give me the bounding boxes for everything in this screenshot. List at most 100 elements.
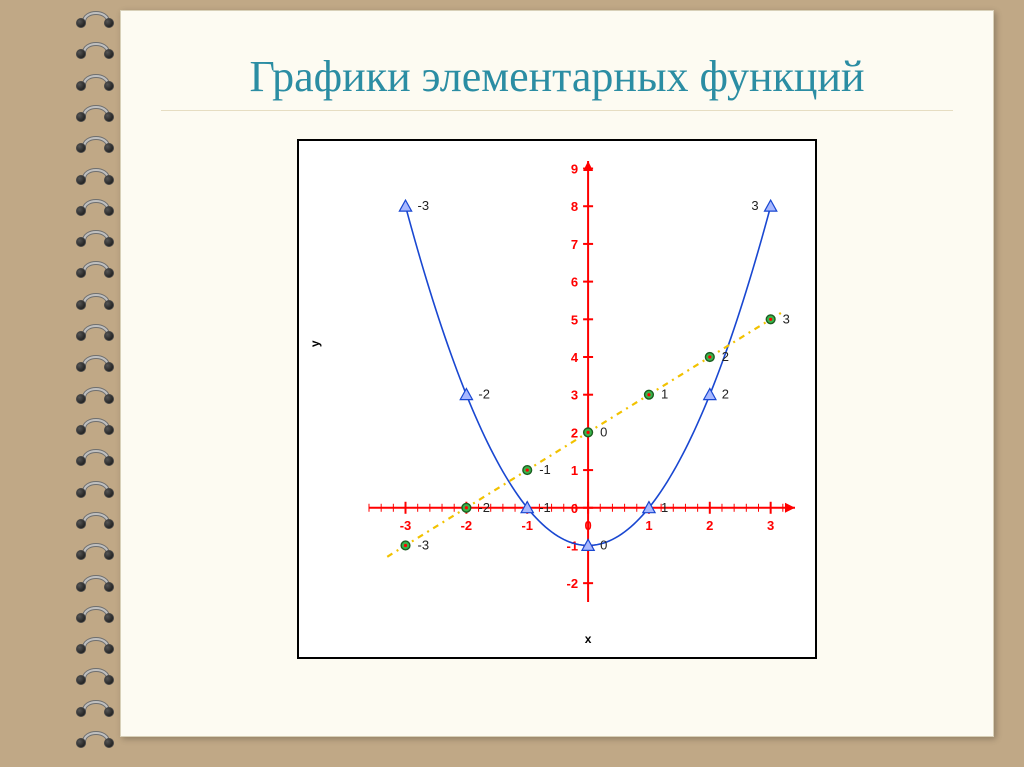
binding-hole <box>104 112 114 122</box>
x-tick-label: 0 <box>584 518 591 533</box>
binding-hole <box>76 237 86 247</box>
binding-hole <box>104 206 114 216</box>
binding-hole <box>76 644 86 654</box>
marker-dot <box>769 318 772 321</box>
marker-triangle <box>460 389 472 400</box>
x-tick-label: -1 <box>521 518 533 533</box>
spiral-ring <box>82 225 110 245</box>
spiral-ring <box>82 538 110 558</box>
binding-hole <box>76 112 86 122</box>
spiral-ring <box>82 37 110 57</box>
marker-dot <box>465 506 468 509</box>
x-axis-label: x <box>585 632 592 646</box>
binding-hole <box>104 644 114 654</box>
spiral-ring <box>82 601 110 621</box>
spiral-ring <box>82 382 110 402</box>
y-tick-label: 3 <box>571 388 578 403</box>
spiral-ring <box>82 100 110 120</box>
y-axis-label: y <box>308 340 322 347</box>
binding-hole <box>104 49 114 59</box>
y-tick-label: 5 <box>571 312 578 327</box>
binding-hole <box>76 268 86 278</box>
marker-dot <box>404 544 407 547</box>
point-label: -2 <box>478 387 490 402</box>
x-tick-label: 3 <box>767 518 774 533</box>
binding-hole <box>104 143 114 153</box>
point-label: -3 <box>418 537 430 552</box>
y-tick-label: 8 <box>571 199 578 214</box>
spiral-ring <box>82 413 110 433</box>
y-tick-label: 1 <box>571 463 578 478</box>
y-tick-label: -2 <box>567 576 579 591</box>
binding-hole <box>76 519 86 529</box>
binding-hole <box>104 362 114 372</box>
y-tick-label: 7 <box>571 237 578 252</box>
point-label: -1 <box>539 462 551 477</box>
binding-hole <box>76 175 86 185</box>
paper-area: Графики элементарных функций -3 -2 -1 0 1 2 3 -… <box>120 10 994 737</box>
point-label: -3 <box>418 198 430 213</box>
binding-hole <box>76 394 86 404</box>
x-tick-label: 2 <box>706 518 713 533</box>
divider <box>161 110 953 111</box>
binding-hole <box>76 331 86 341</box>
point-label: 3 <box>751 198 758 213</box>
point-label: 0 <box>600 537 607 552</box>
marker-triangle <box>399 200 411 211</box>
y-tick-label: 6 <box>571 275 578 290</box>
chart-container: -3-2-10123-2-10123456789xy-3-2-10123-3-2… <box>297 139 817 659</box>
y-tick-label: 4 <box>571 350 579 365</box>
binding-hole <box>104 613 114 623</box>
point-label: 1 <box>661 500 668 515</box>
binding-hole <box>104 175 114 185</box>
page-title: Графики элементарных функций <box>161 51 953 102</box>
spiral-ring <box>82 6 110 26</box>
x-tick-label: -3 <box>400 518 412 533</box>
point-label: -2 <box>478 500 490 515</box>
binding-hole <box>104 425 114 435</box>
binding-hole <box>104 675 114 685</box>
point-label: 1 <box>661 387 668 402</box>
spiral-ring <box>82 663 110 683</box>
binding-hole <box>104 237 114 247</box>
x-tick-label: 1 <box>645 518 652 533</box>
binding-hole <box>76 738 86 748</box>
spiral-ring <box>82 476 110 496</box>
binding-hole <box>76 456 86 466</box>
spiral-ring <box>82 350 110 370</box>
y-tick-label: 9 <box>571 162 578 177</box>
chart-svg: -3-2-10123-2-10123456789xy-3-2-10123-3-2… <box>299 141 815 657</box>
binding-hole <box>104 331 114 341</box>
binding-hole <box>76 300 86 310</box>
spiral-ring <box>82 194 110 214</box>
slide: Графики элементарных функций -3 -2 -1 0 1 2 3 -… <box>0 0 1024 767</box>
marker-dot <box>647 393 650 396</box>
spiral-binding <box>70 0 120 767</box>
binding-hole <box>104 18 114 28</box>
point-label: 3 <box>783 311 790 326</box>
binding-hole <box>76 143 86 153</box>
binding-hole <box>76 488 86 498</box>
binding-hole <box>76 707 86 717</box>
binding-hole <box>76 613 86 623</box>
point-label: -1 <box>539 500 551 515</box>
binding-hole <box>104 300 114 310</box>
spiral-ring <box>82 319 110 339</box>
spiral-ring <box>82 507 110 527</box>
binding-hole <box>104 394 114 404</box>
binding-hole <box>104 582 114 592</box>
spiral-ring <box>82 726 110 746</box>
marker-dot <box>526 468 529 471</box>
x-axis-arrow <box>785 503 795 513</box>
binding-hole <box>104 456 114 466</box>
binding-hole <box>76 206 86 216</box>
binding-hole <box>76 362 86 372</box>
binding-hole <box>76 582 86 592</box>
marker-dot <box>708 355 711 358</box>
binding-hole <box>76 425 86 435</box>
spiral-ring <box>82 444 110 464</box>
marker-triangle <box>765 200 777 211</box>
point-label: 2 <box>722 387 729 402</box>
binding-hole <box>76 675 86 685</box>
binding-hole <box>104 519 114 529</box>
